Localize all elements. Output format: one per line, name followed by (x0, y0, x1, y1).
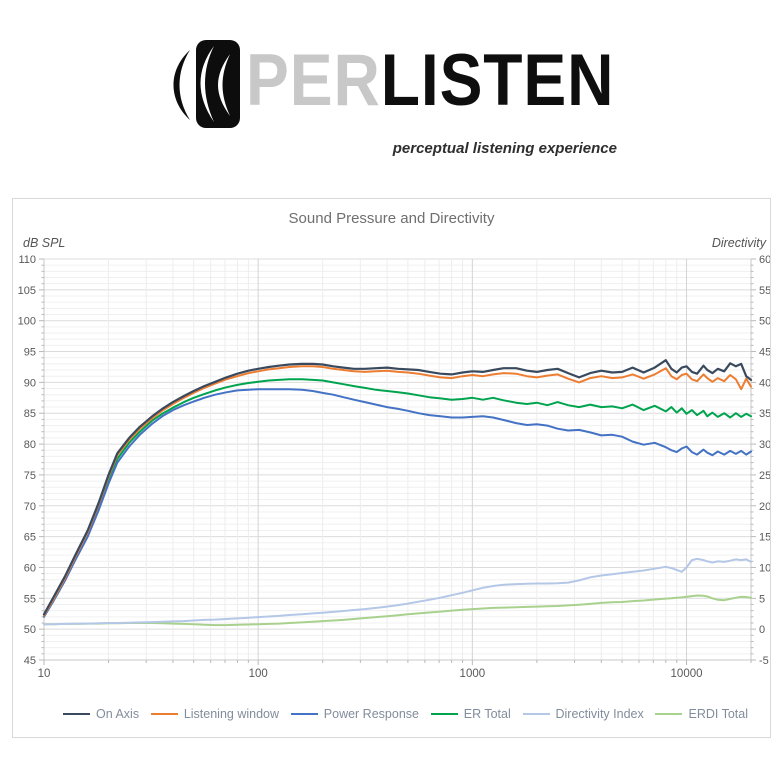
y-right-tick-label: 10 (759, 562, 770, 574)
x-tick-label: 100 (249, 668, 268, 680)
series-er-total (43, 378, 752, 618)
y-right-tick-label: -5 (759, 655, 769, 667)
left-axis-label: dB SPL (23, 236, 66, 250)
y-right-tick-label: 35 (759, 408, 770, 420)
y-right-tick-label: 55 (759, 285, 770, 297)
series-on-axis (42, 359, 753, 616)
y-left-tick-label: 110 (18, 254, 36, 266)
right-axis-label: Directivity (711, 236, 766, 250)
y-left-tick-label: 105 (18, 285, 36, 297)
chart-legend: On Axis Listening window Power Response ER … (63, 707, 748, 721)
legend-label: On Axis (96, 707, 140, 721)
y-right-tick-label: 30 (759, 439, 770, 451)
legend-swatch (655, 712, 683, 716)
y-right-tick-label: 60 (759, 254, 770, 266)
legend-label: Listening window (183, 707, 280, 721)
y-right-tick-label: 20 (759, 501, 770, 513)
perlisten-logo: PERLISTEN perceptual listening experienc… (170, 36, 630, 157)
legend-swatch (430, 712, 458, 716)
y-left-tick-label: 75 (24, 470, 36, 482)
legend-item-on-axis[interactable]: On Axis (63, 707, 139, 721)
brand-tagline: perceptual listening experience (392, 140, 617, 157)
y-left-tick-label: 70 (24, 501, 36, 513)
legend-label: Power Response (323, 707, 419, 721)
y-right-tick-label: 45 (759, 347, 770, 359)
y-right-tick-label: 5 (759, 593, 765, 605)
legend-item-erdi-total[interactable]: ERDI Total (655, 707, 748, 721)
brand-prefix: PER (246, 40, 381, 121)
x-tick-label: 10 (38, 668, 51, 680)
series-listening-window (43, 365, 752, 617)
series-directivity-index (43, 557, 752, 626)
legend-label: Directivity Index (555, 707, 644, 721)
legend-item-directivity-index[interactable]: Directivity Index (522, 707, 644, 721)
y-left-tick-label: 55 (24, 593, 36, 605)
chart-card: Sound Pressure and Directivity dB SPL Di… (12, 198, 771, 738)
y-left-tick-label: 100 (18, 316, 36, 328)
y-left-tick-label: 85 (24, 408, 36, 420)
y-left-tick-label: 80 (24, 439, 36, 451)
legend-swatch (522, 712, 550, 716)
series-erdi-total (43, 594, 752, 627)
y-right-tick-label: 15 (759, 532, 770, 544)
legend-label: ERDI Total (688, 707, 748, 721)
x-tick-label: 10000 (671, 668, 703, 680)
y-left-tick-label: 65 (24, 532, 36, 544)
speaker-waves-icon (173, 40, 240, 128)
brand-suffix: LISTEN (380, 40, 615, 121)
legend-swatch (290, 712, 318, 716)
y-right-tick-label: 50 (759, 316, 770, 328)
x-tick-label: 1000 (460, 668, 486, 680)
y-left-tick-label: 60 (24, 562, 36, 574)
y-left-tick-label: 50 (24, 624, 36, 636)
y-right-tick-label: 40 (759, 377, 770, 389)
legend-item-listening-window[interactable]: Listening window (150, 707, 280, 721)
legend-item-power-response[interactable]: Power Response (290, 707, 419, 721)
y-left-tick-label: 90 (24, 377, 36, 389)
legend-item-er-total[interactable]: ER Total (430, 707, 511, 721)
brand-wordmark: PERLISTEN (246, 44, 614, 117)
chart-title: Sound Pressure and Directivity (288, 210, 495, 227)
y-left-tick-label: 95 (24, 347, 36, 359)
legend-label: ER Total (463, 707, 511, 721)
legend-swatch (150, 712, 178, 716)
series-power-response (43, 388, 752, 618)
y-right-tick-label: 0 (759, 624, 765, 636)
y-left-tick-label: 45 (24, 655, 36, 667)
y-right-tick-label: 25 (759, 470, 770, 482)
legend-swatch (63, 712, 90, 716)
